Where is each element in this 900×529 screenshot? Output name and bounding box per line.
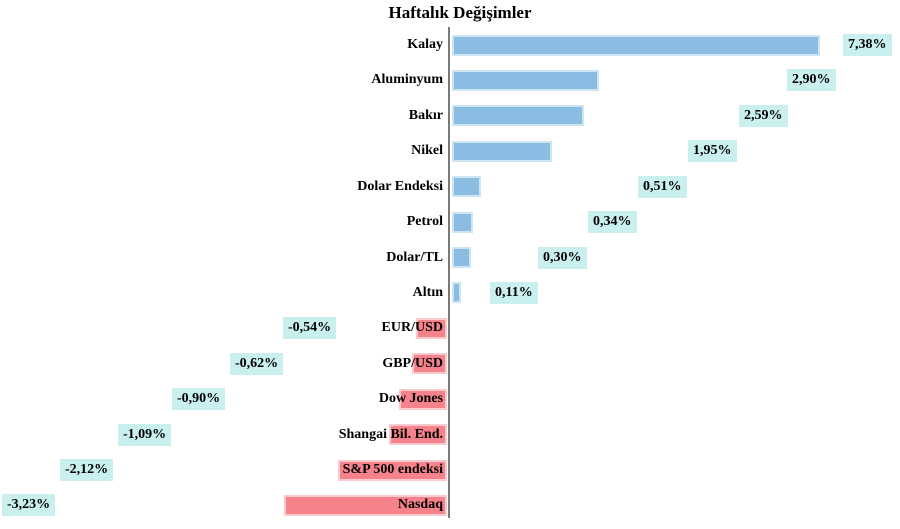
- category-label: S&P 500 endeksi: [342, 462, 443, 478]
- category-label: Nikel: [411, 143, 443, 159]
- category-label: EUR/USD: [381, 320, 443, 336]
- category-label: Aluminyum: [371, 72, 443, 88]
- value-label: 0,51%: [638, 175, 687, 198]
- bar-negative: [416, 317, 447, 339]
- bar-positive: [452, 247, 471, 269]
- value-label: 0,11%: [490, 281, 538, 304]
- bar-positive: [452, 176, 482, 198]
- value-label: 0,30%: [538, 246, 587, 269]
- category-label: Dow Jones: [378, 391, 443, 407]
- bar-positive: [452, 282, 462, 304]
- bar-positive: [452, 69, 599, 91]
- category-label: Kalay: [407, 37, 443, 52]
- chart-title: Haftalık Değişimler: [388, 3, 532, 22]
- zero-baseline-axis: [448, 27, 450, 518]
- value-label: 0,34%: [588, 211, 637, 234]
- bar-negative: [389, 424, 447, 446]
- bar-positive: [452, 211, 473, 233]
- category-label: GBP/USD: [382, 355, 443, 371]
- value-label: -2,12%: [60, 459, 114, 482]
- category-label: Dolar Endeksi: [357, 178, 443, 194]
- value-label: -0,90%: [172, 388, 226, 411]
- bar-negative: [283, 494, 447, 516]
- value-label: 1,95%: [688, 140, 737, 163]
- bar-negative: [338, 459, 447, 481]
- category-label: Bakır: [408, 107, 443, 123]
- category-label: Petrol: [406, 214, 443, 230]
- category-label: Altın: [412, 284, 443, 300]
- bar-negative: [412, 353, 447, 375]
- value-label: 2,59%: [739, 104, 788, 127]
- value-label: -1,09%: [118, 423, 172, 446]
- value-label: -3,23%: [2, 494, 56, 517]
- value-label: -0,54%: [283, 317, 337, 340]
- category-label: Shangai Bil. End.: [338, 426, 443, 442]
- bar-positive: [452, 105, 584, 127]
- value-label: 7,38%: [843, 34, 892, 56]
- bar-positive: [452, 34, 820, 56]
- value-label: -0,62%: [230, 352, 284, 375]
- value-label: 2,90%: [787, 69, 836, 92]
- category-label: Dolar/TL: [386, 249, 443, 265]
- category-label: Nasdaq: [397, 497, 443, 513]
- bar-positive: [452, 140, 553, 162]
- bar-negative: [398, 388, 447, 410]
